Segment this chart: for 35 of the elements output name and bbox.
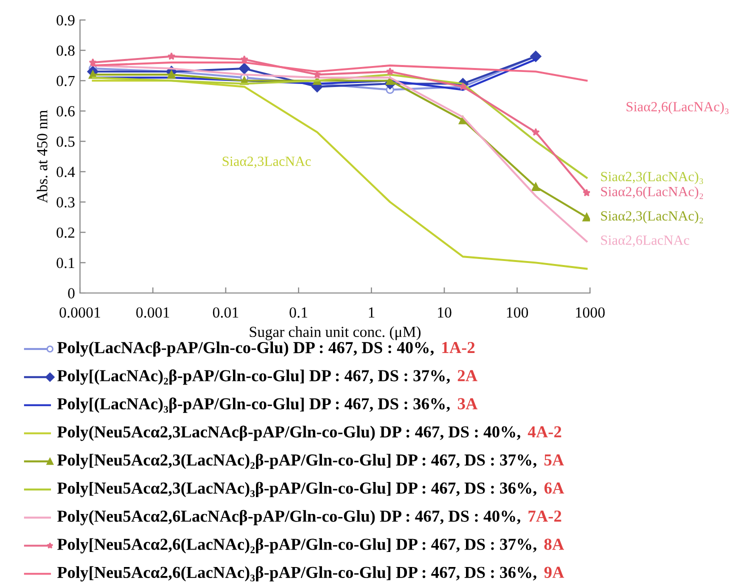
y-tick-label: 0.2 xyxy=(56,227,74,238)
y-axis-title: Abs. at 450 nm xyxy=(36,110,48,204)
legend-label: Poly[Neu5Acα2,6(LacNAc)₂β-pAP/Gln-co-Glu] DP : 467, DS : 37%, 8A xyxy=(57,538,564,554)
legend-label: Poly[(LacNAc)₃β-pAP/Gln-co-Glu] DP : 467, DS : 36%, 3A xyxy=(57,398,478,413)
annotation: Siaα2,3LacNAc xyxy=(222,156,311,168)
text: Siaα2,3(LacNAc)₂ xyxy=(601,210,703,224)
y-tick-label: 0.1 xyxy=(56,258,74,268)
y-tick-label: 0.7 xyxy=(56,76,75,86)
legend-label: Poly[(LacNAc)₂β-pAP/Gln-co-Glu] DP : 467, DS : 37%, 2A xyxy=(57,369,478,385)
text: Siaα2,6LacNAc xyxy=(601,236,690,247)
legend-label: Poly[Neu5Acα2,6(LacNAc)₃β-pAP/Gln-co-Glu] DP : 467, DS : 36%, 9A xyxy=(57,566,564,582)
text: Siaα2,6(LacNAc)₂ xyxy=(601,186,703,200)
x-tick-label: 0.001 xyxy=(136,307,170,318)
legend-label: Poly(Neu5Acα2,3LacNAcβ-pAP/Gln-co-Glu) DP : 467, DS : 40%, 4A-2 xyxy=(57,426,562,441)
y-tick-label: 0.5 xyxy=(56,136,75,147)
x-tick-label: 1000 xyxy=(576,307,605,318)
text: Siaα2,6(LacNAc)₃ xyxy=(626,102,729,114)
y-tick-label: 0.6 xyxy=(56,106,75,117)
x-tick-label: 10 xyxy=(438,307,452,318)
legend-label: Poly(LacNAcβ-pAP/Gln-co-Glu) DP : 467, DS : 40%, 1A-2 xyxy=(57,341,475,357)
x-tick-label: 1 xyxy=(368,307,374,318)
x-tick-label: 100 xyxy=(507,307,528,318)
x-tick-label: 0.1 xyxy=(290,307,308,318)
legend-label: Poly[Neu5Acα2,3(LacNAc)₃β-pAP/Gln-co-Glu] DP : 467, DS : 36%, 6A xyxy=(57,482,564,498)
y-tick-label: 0.9 xyxy=(56,15,75,26)
y-tick-label: 0.8 xyxy=(56,45,75,56)
legend-label: Poly[Neu5Acα2,3(LacNAc)₂β-pAP/Gln-co-Glu] DP : 467, DS : 37%, 5A xyxy=(57,454,564,470)
x-tick-label: 0.0001 xyxy=(60,307,100,318)
x-tick-label: 0.01 xyxy=(212,307,238,318)
y-tick-label: 0.3 xyxy=(56,197,75,208)
y-tick-label: 0 xyxy=(68,288,75,298)
x-axis-title: Sugar chain unit conc. (μM) xyxy=(250,326,421,340)
text: Siaα2,3(LacNAc)₃ xyxy=(601,171,704,184)
y-tick-label: 0.4 xyxy=(56,166,75,178)
legend-label: Poly(Neu5Acα2,6LacNAcβ-pAP/Gln-co-Glu) DP : 467, DS : 40%, 7A-2 xyxy=(57,510,562,526)
